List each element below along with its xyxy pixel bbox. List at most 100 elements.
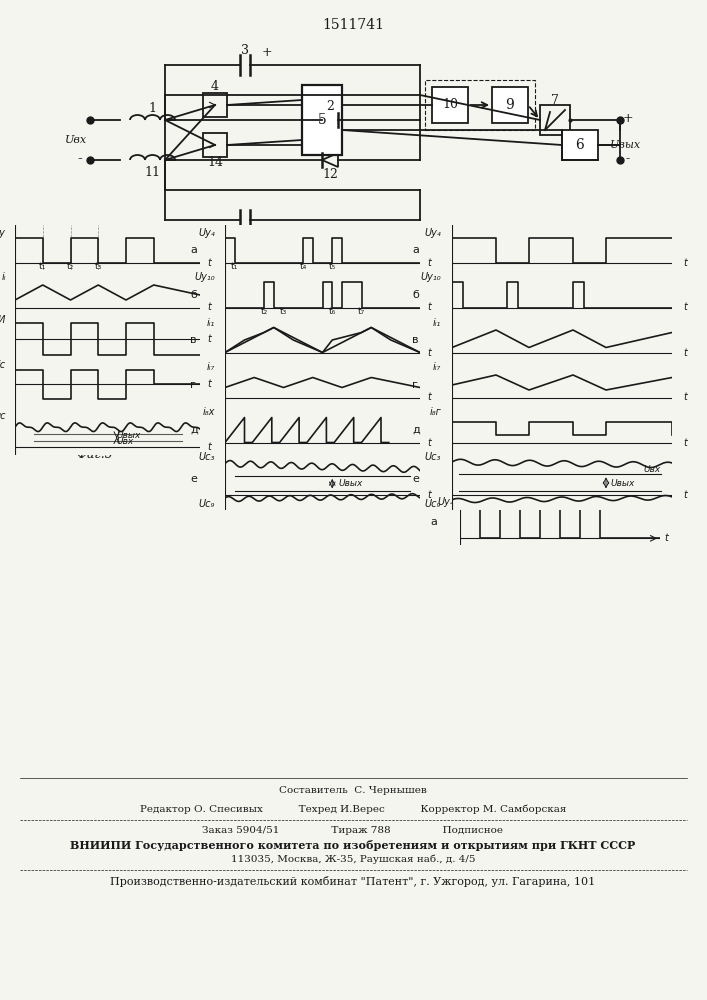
Text: t: t	[428, 348, 432, 358]
Text: 5: 5	[317, 113, 327, 127]
Text: Фие.4: Фие.4	[501, 532, 539, 545]
Text: 1511741: 1511741	[322, 18, 384, 32]
Bar	[540, 105, 570, 135]
Text: t₄: t₄	[299, 262, 307, 271]
Text: iₗ₇: iₗ₇	[207, 362, 215, 372]
Text: t₆: t₆	[329, 307, 336, 316]
Text: uс: uс	[0, 411, 6, 421]
Text: Uвых: Uвых	[610, 479, 635, 488]
Text: Uвых: Uвых	[117, 431, 141, 440]
Text: UИ: UИ	[0, 315, 6, 325]
Text: 7: 7	[551, 94, 559, 106]
Text: 12: 12	[322, 167, 338, 180]
Text: t₃: t₃	[95, 262, 102, 271]
Text: 1: 1	[148, 102, 156, 114]
Text: в: в	[412, 335, 419, 345]
Text: 4: 4	[211, 81, 219, 94]
Text: t₂: t₂	[67, 262, 74, 271]
Text: iₗ₁: iₗ₁	[433, 318, 441, 328]
Text: t₃: t₃	[280, 307, 287, 316]
Text: t₂: t₂	[260, 307, 268, 316]
Text: Производственно-издательский комбинат "Патент", г. Ужгород, ул. Гагарина, 101: Производственно-издательский комбинат "П…	[110, 876, 595, 887]
Text: Uс₃: Uс₃	[199, 452, 215, 462]
Text: t: t	[428, 392, 432, 402]
Text: Uвх: Uвх	[117, 437, 134, 446]
Text: Uвых: Uвых	[610, 140, 641, 150]
Text: +: +	[262, 227, 272, 239]
Text: Составитель  С. Чернышев: Составитель С. Чернышев	[279, 786, 427, 795]
Text: е: е	[412, 474, 419, 484]
Text: t: t	[207, 302, 211, 312]
Text: i₈х: i₈х	[203, 407, 215, 417]
Text: t: t	[428, 489, 432, 499]
Text: iₗ: iₗ	[1, 272, 6, 282]
Text: 3: 3	[241, 43, 249, 56]
Text: г: г	[190, 380, 196, 390]
Text: t₇: t₇	[358, 307, 365, 316]
Text: t: t	[683, 489, 687, 499]
Text: t: t	[664, 533, 668, 543]
Text: а: а	[190, 245, 197, 255]
Text: uу: uу	[0, 228, 6, 237]
Bar	[562, 130, 598, 160]
Text: t: t	[428, 302, 432, 312]
Text: Фиг.6: Фиг.6	[302, 462, 339, 475]
Text: t: t	[207, 442, 211, 452]
Text: t: t	[207, 334, 211, 344]
Text: Редактор О. Спесивых           Техред И.Верес           Корректор М. Самборская: Редактор О. Спесивых Техред И.Верес Корр…	[140, 804, 566, 814]
Text: Uвых: Uвых	[338, 479, 363, 488]
Text: 10: 10	[442, 99, 458, 111]
Text: Uу₄: Uу₄	[424, 228, 441, 237]
Text: Uвх: Uвх	[65, 135, 87, 145]
Bar	[302, 85, 342, 155]
Text: Uс₉: Uс₉	[425, 499, 441, 509]
Text: Заказ 5904/51                Тираж 788                Подписное: Заказ 5904/51 Тираж 788 Подписное	[202, 826, 503, 835]
Text: Uу₁₀: Uу₁₀	[421, 272, 441, 282]
Text: t: t	[683, 392, 687, 402]
Text: t₁: t₁	[231, 262, 238, 271]
Text: iₗ₇: iₗ₇	[433, 362, 441, 372]
Text: б: б	[190, 290, 197, 300]
Text: д: д	[412, 425, 420, 435]
Text: -: -	[626, 152, 630, 165]
Text: 6: 6	[575, 138, 585, 152]
Bar	[425, 80, 535, 130]
Text: в: в	[190, 335, 197, 345]
Text: Фиг.5: Фиг.5	[76, 448, 113, 461]
Text: t: t	[683, 348, 687, 358]
Bar	[203, 93, 227, 117]
Text: Uс₃: Uс₃	[425, 452, 441, 462]
Text: +: +	[262, 45, 272, 58]
Text: i₈г: i₈г	[429, 407, 441, 417]
Text: 11: 11	[144, 165, 160, 178]
Text: Uу₁₀: Uу₁₀	[194, 272, 215, 282]
Text: t: t	[428, 257, 432, 267]
Bar	[492, 87, 528, 123]
Text: iₗ₁: iₗ₁	[207, 318, 215, 328]
Text: 9: 9	[506, 98, 515, 112]
Text: б: б	[412, 290, 419, 300]
Text: t: t	[683, 302, 687, 312]
Text: г: г	[412, 380, 419, 390]
Text: t: t	[207, 379, 211, 389]
Text: -: -	[78, 152, 83, 166]
Text: t: t	[428, 438, 432, 448]
Text: +: +	[623, 112, 633, 125]
Text: Uу₄: Uу₄	[199, 228, 215, 237]
Text: ВНИИПИ Государственного комитета по изобретениям и открытиям при ГКНТ СССР: ВНИИПИ Государственного комитета по изоб…	[71, 840, 636, 851]
Text: iс: iс	[0, 360, 6, 370]
Text: Uс₉: Uс₉	[199, 499, 215, 509]
Text: t: t	[207, 257, 211, 267]
Text: 113035, Москва, Ж-35, Раушская наб., д. 4/5: 113035, Москва, Ж-35, Раушская наб., д. …	[230, 855, 475, 864]
Text: t₅: t₅	[329, 262, 336, 271]
Text: 14: 14	[207, 156, 223, 169]
Text: 2: 2	[326, 100, 334, 112]
Text: t: t	[683, 257, 687, 267]
Text: 13: 13	[237, 229, 253, 241]
Text: а: а	[412, 245, 419, 255]
Text: Фиг.7: Фиг.7	[537, 462, 573, 475]
Text: Uу₄: Uу₄	[437, 497, 454, 507]
Text: t: t	[683, 438, 687, 448]
Text: е: е	[190, 474, 197, 484]
Text: а: а	[430, 517, 437, 527]
